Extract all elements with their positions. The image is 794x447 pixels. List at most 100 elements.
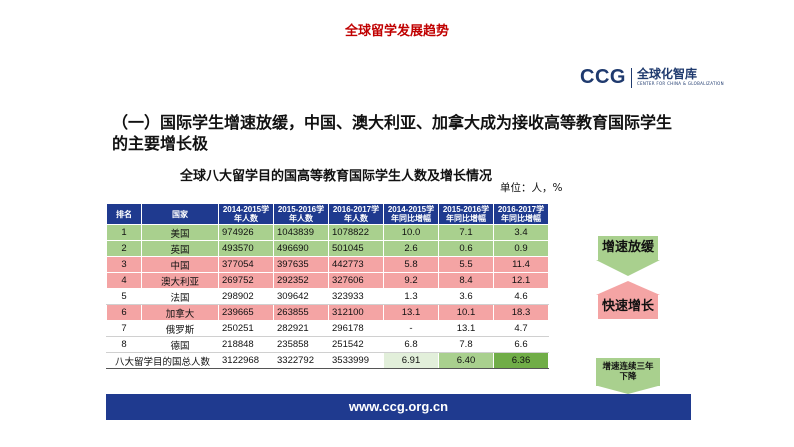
col-header-rank: 排名 [106,203,142,225]
cell-growth: - [383,320,439,337]
logo-cn: 全球化智库 [636,67,697,81]
table-title: 全球八大留学目的国高等教育国际学生人数及增长情况 [180,169,493,184]
cell-count: 296178 [328,320,384,337]
cell-growth: 2.6 [383,240,439,257]
cell-growth: 18.3 [493,304,549,321]
table-total-row: 八大留学目的国总人数 3122968 3322792 3533999 6.91 … [106,352,549,369]
cell-rank: 8 [106,336,142,353]
fast-growth-label: 快速增长 [598,295,658,319]
cell-growth: 4.7 [493,320,549,337]
cell-count: 251542 [328,336,384,353]
cell-growth: 3.4 [493,224,549,241]
cell-growth: 1.3 [383,288,439,305]
logo-en: CENTER FOR CHINA & GLOBALIZATION [636,81,724,86]
col-header-2016-growth: 2016-2017学年同比增幅 [493,203,549,225]
page-title: 全球留学发展趋势 [344,24,449,39]
cell-count: 309642 [273,288,329,305]
cell-country: 澳大利亚 [141,272,219,289]
cell-growth: 5.5 [438,256,494,273]
cell-total-count: 3122968 [218,352,274,369]
cell-country: 加拿大 [141,304,219,321]
cell-growth: 0.9 [493,240,549,257]
cell-growth: 13.1 [383,304,439,321]
col-header-2015-growth: 2015-2016学年同比增幅 [438,203,494,225]
cell-total-growth: 6.91 [383,352,439,369]
cell-count: 974926 [218,224,274,241]
cell-total-count: 3322792 [273,352,329,369]
cell-growth: 9.2 [383,272,439,289]
table-row: 3 中国 377054 397635 442773 5.8 5.5 11.4 [106,256,549,273]
fast-growth-callout: 快速增长 [596,281,660,319]
cell-count: 397635 [273,256,329,273]
table-row: 5 法国 298902 309642 323933 1.3 3.6 4.6 [106,288,549,305]
cell-growth: 6.8 [383,336,439,353]
cell-growth: 10.0 [383,224,439,241]
cell-count: 323933 [328,288,384,305]
col-header-2016-count: 2016-2017学年人数 [328,203,384,225]
cell-count: 282921 [273,320,329,337]
decline-label: 增速连续三年下降 [596,358,660,386]
table-row: 7 俄罗斯 250251 282921 296178 - 13.1 4.7 [106,320,549,337]
slowdown-callout: 增速放缓 [596,236,660,276]
cell-count: 312100 [328,304,384,321]
table-row: 2 英国 493570 496690 501045 2.6 0.6 0.9 [106,240,549,257]
cell-growth: 7.1 [438,224,494,241]
cell-total-growth: 6.40 [438,352,494,369]
cell-country: 德国 [141,336,219,353]
cell-count: 218848 [218,336,274,353]
table-row: 8 德国 218848 235858 251542 6.8 7.8 6.6 [106,336,549,353]
cell-growth: 7.8 [438,336,494,353]
cell-country: 美国 [141,224,219,241]
cell-count: 1043839 [273,224,329,241]
cell-count: 493570 [218,240,274,257]
cell-growth: 11.4 [493,256,549,273]
cell-rank: 2 [106,240,142,257]
cell-growth: 3.6 [438,288,494,305]
table-row: 4 澳大利亚 269752 292352 327606 9.2 8.4 12.1 [106,272,549,289]
ccg-logo: CCG 全球化智库 CENTER FOR CHINA & GLOBALIZATI… [580,66,724,89]
cell-count: 377054 [218,256,274,273]
cell-country: 法国 [141,288,219,305]
cell-total-count: 3533999 [328,352,384,369]
cell-country: 英国 [141,240,219,257]
cell-count: 235858 [273,336,329,353]
cell-rank: 3 [106,256,142,273]
cell-count: 442773 [328,256,384,273]
cell-count: 501045 [328,240,384,257]
cell-count: 327606 [328,272,384,289]
unit-label: 单位：人，% [500,182,563,194]
slowdown-label: 增速放缓 [598,236,658,260]
footer-url-bar: www.ccg.org.cn [106,394,691,420]
cell-count: 269752 [218,272,274,289]
cell-count: 250251 [218,320,274,337]
cell-country: 中国 [141,256,219,273]
cell-growth: 10.1 [438,304,494,321]
cell-total-label: 八大留学目的国总人数 [106,352,219,369]
cell-count: 1078822 [328,224,384,241]
table-row: 6 加拿大 239665 263855 312100 13.1 10.1 18.… [106,304,549,321]
cell-growth: 6.6 [493,336,549,353]
cell-rank: 4 [106,272,142,289]
cell-count: 263855 [273,304,329,321]
decline-callout: 增速连续三年下降 [596,358,660,394]
col-header-country: 国家 [141,203,219,225]
cell-growth: 0.6 [438,240,494,257]
cell-rank: 6 [106,304,142,321]
col-header-2015-count: 2015-2016学年人数 [273,203,329,225]
table-row: 1 美国 974926 1043839 1078822 10.0 7.1 3.4 [106,224,549,241]
col-header-2014-count: 2014-2015学年人数 [218,203,274,225]
cell-count: 496690 [273,240,329,257]
students-table: 排名 国家 2014-2015学年人数 2015-2016学年人数 2016-2… [106,203,549,369]
cell-growth: 5.8 [383,256,439,273]
cell-growth: 12.1 [493,272,549,289]
logo-brand: CCG [580,66,626,88]
down-arrow-icon [598,386,658,394]
cell-rank: 1 [106,224,142,241]
up-arrow-icon [596,281,660,295]
cell-count: 239665 [218,304,274,321]
cell-country: 俄罗斯 [141,320,219,337]
slide-headline: （一）国际学生增速放缓，中国、澳大利亚、加拿大成为接收高等教育国际学生的主要增长… [112,113,673,153]
cell-count: 298902 [218,288,274,305]
logo-text: 全球化智库 CENTER FOR CHINA & GLOBALIZATION [637,68,724,87]
table-header-row: 排名 国家 2014-2015学年人数 2015-2016学年人数 2016-2… [106,203,549,225]
